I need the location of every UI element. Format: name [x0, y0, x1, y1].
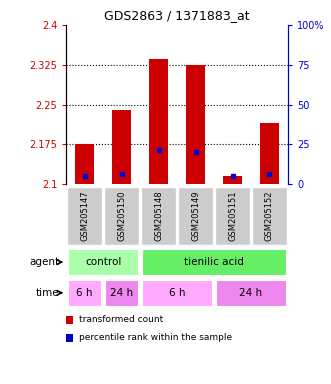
- Bar: [104, 187, 139, 245]
- Text: GSM205147: GSM205147: [80, 191, 89, 241]
- Bar: [75, 144, 94, 184]
- Text: GSM205150: GSM205150: [117, 191, 126, 241]
- Bar: [178, 187, 213, 245]
- Text: percentile rank within the sample: percentile rank within the sample: [79, 333, 233, 343]
- Bar: [260, 123, 279, 184]
- Bar: [142, 280, 212, 306]
- Bar: [223, 176, 242, 184]
- Text: GSM205149: GSM205149: [191, 191, 200, 241]
- Bar: [68, 280, 101, 306]
- Title: GDS2863 / 1371883_at: GDS2863 / 1371883_at: [104, 9, 250, 22]
- Text: GSM205151: GSM205151: [228, 191, 237, 241]
- Bar: [68, 249, 138, 275]
- Bar: [142, 249, 286, 275]
- Bar: [67, 187, 102, 245]
- Bar: [216, 280, 286, 306]
- Text: 24 h: 24 h: [110, 288, 133, 298]
- Bar: [113, 110, 131, 184]
- Bar: [215, 187, 250, 245]
- Text: 6 h: 6 h: [169, 288, 185, 298]
- Bar: [149, 60, 168, 184]
- Text: GSM205152: GSM205152: [265, 191, 274, 241]
- Bar: [186, 65, 205, 184]
- Text: 6 h: 6 h: [76, 288, 93, 298]
- Text: control: control: [85, 257, 121, 267]
- Text: 24 h: 24 h: [239, 288, 262, 298]
- Text: agent: agent: [29, 257, 60, 267]
- Text: tienilic acid: tienilic acid: [184, 257, 244, 267]
- Text: GSM205148: GSM205148: [154, 191, 163, 241]
- Bar: [105, 280, 138, 306]
- Text: transformed count: transformed count: [79, 315, 164, 324]
- Bar: [141, 187, 176, 245]
- Bar: [252, 187, 287, 245]
- Text: time: time: [36, 288, 60, 298]
